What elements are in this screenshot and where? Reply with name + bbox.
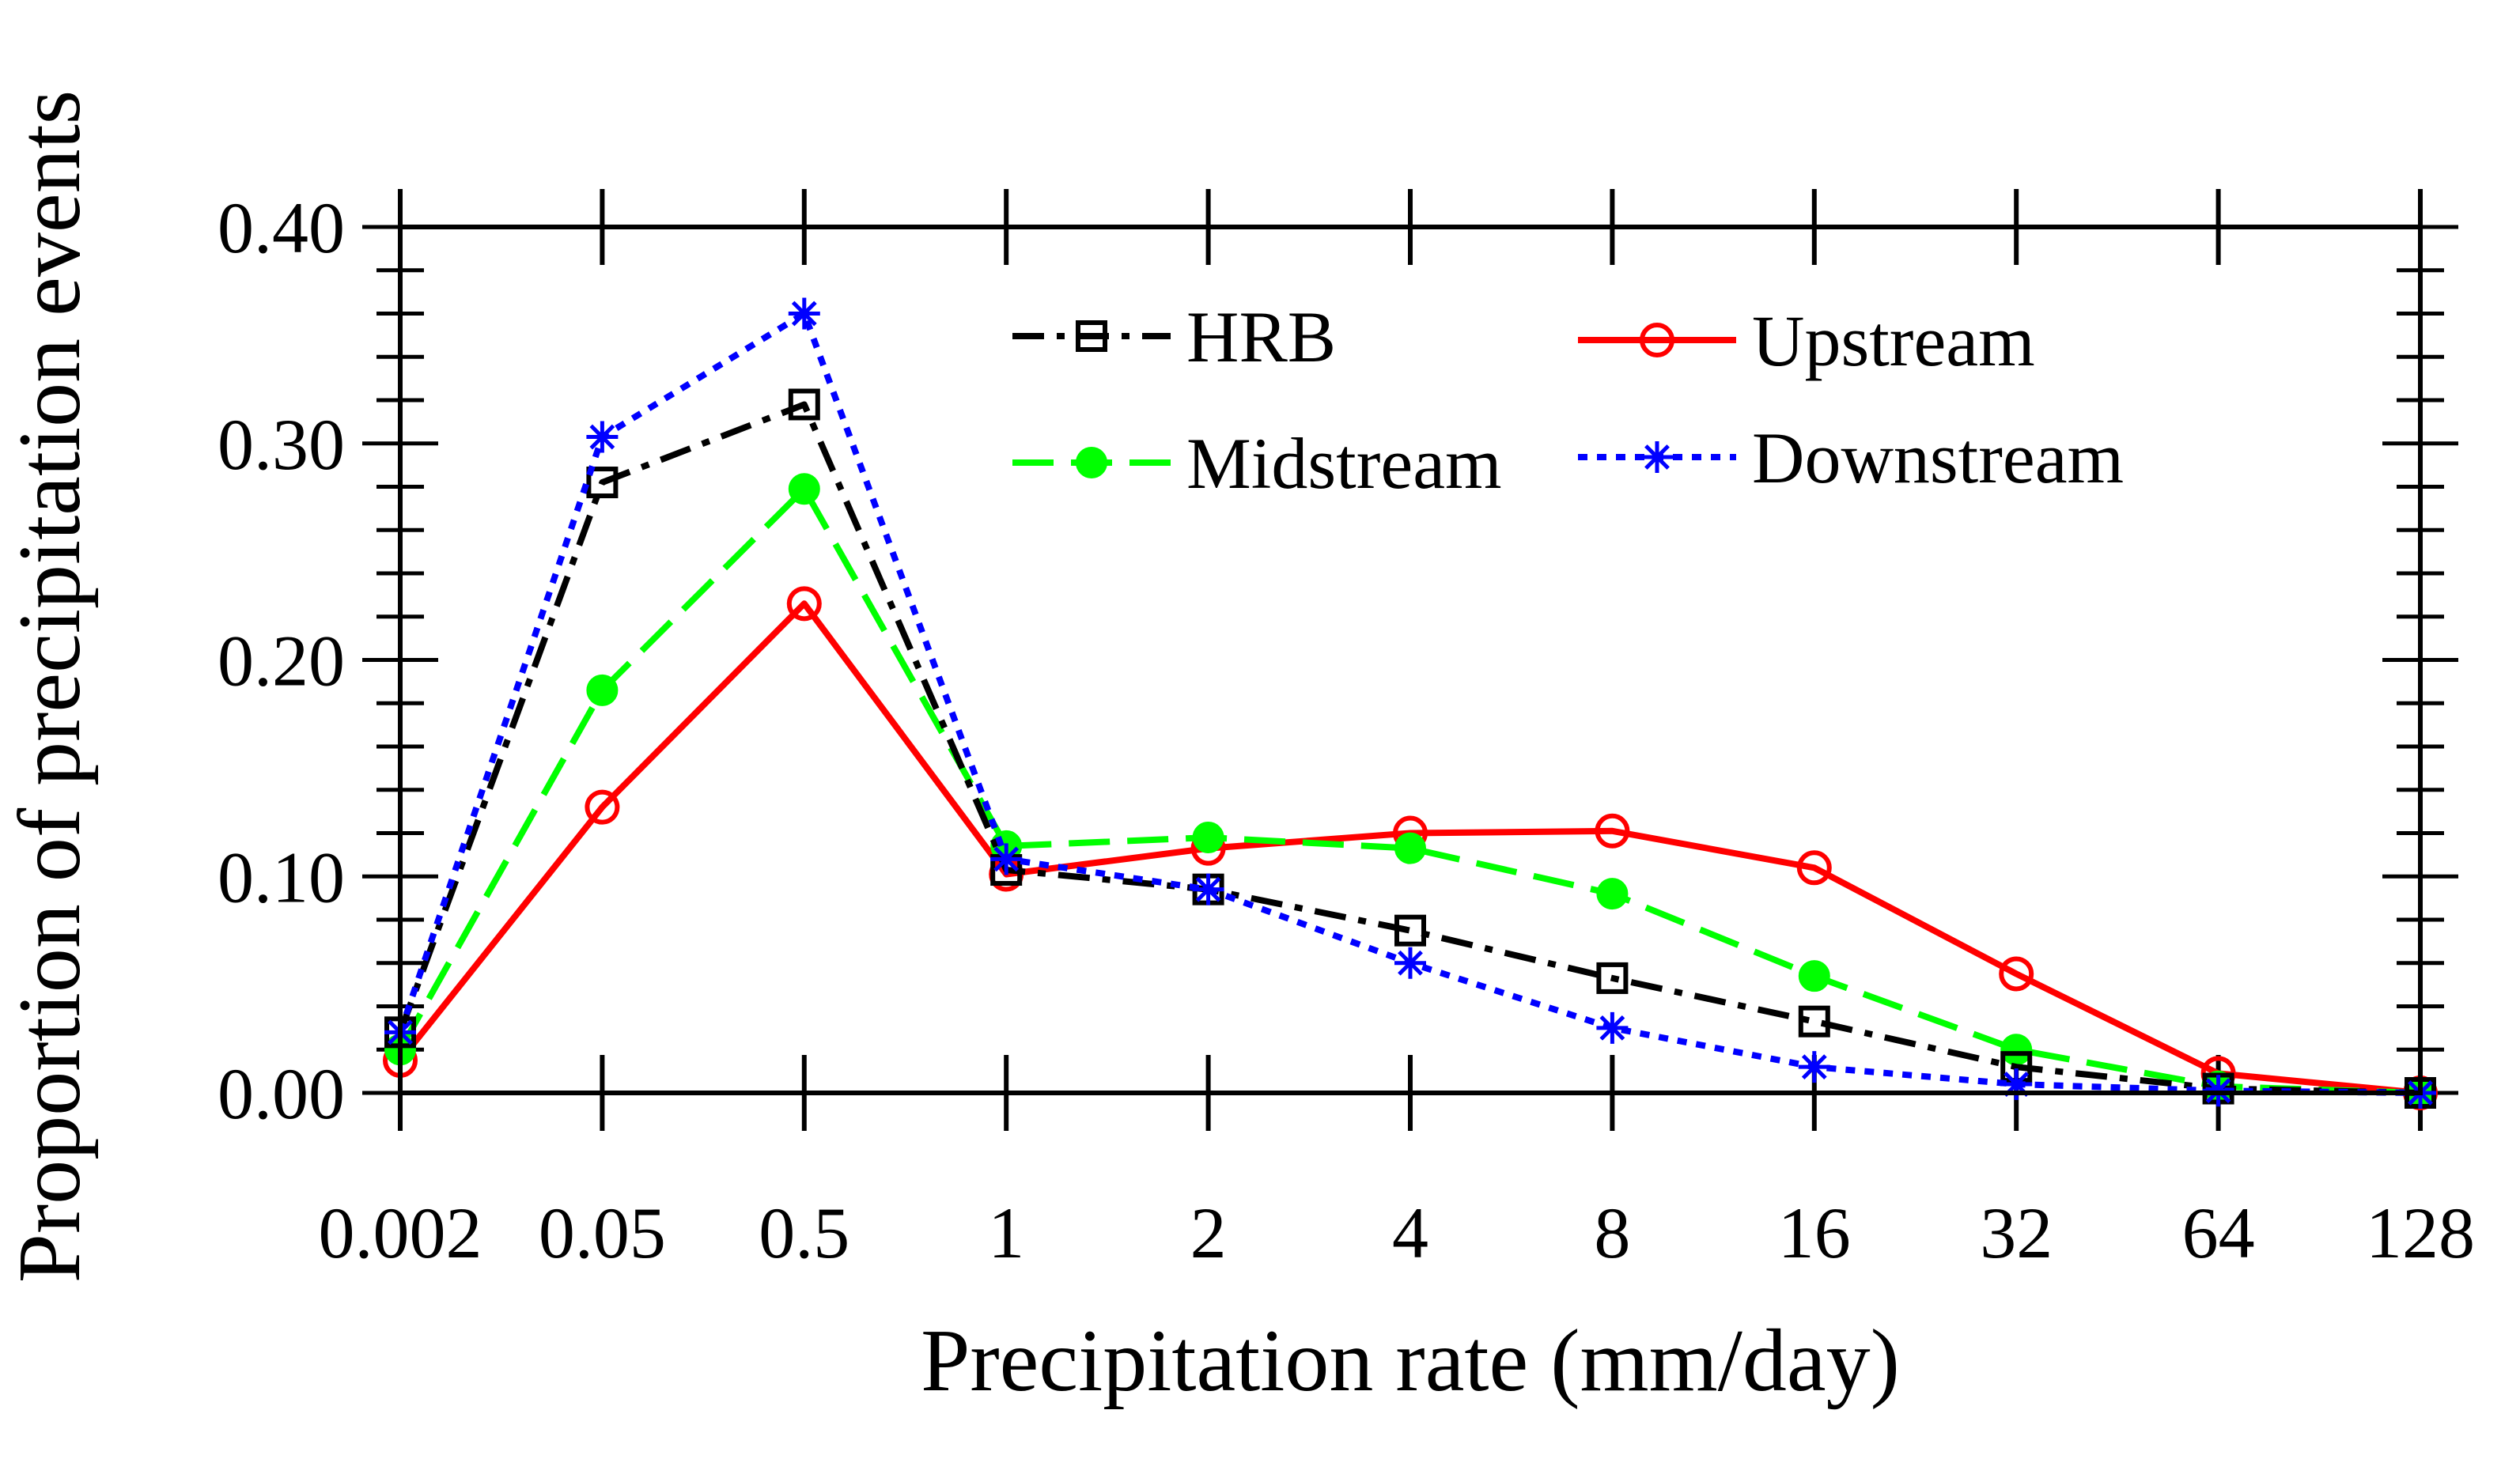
y-tick-label: 0.20 — [218, 621, 345, 701]
legend-item-downstream: Downstream — [1578, 418, 2124, 498]
x-tick-label: 0.5 — [759, 1193, 849, 1273]
y-tick-label: 0.30 — [218, 404, 345, 485]
data-point — [1640, 323, 1674, 357]
x-tick-label: 0.002 — [319, 1193, 482, 1273]
data-point — [2000, 1068, 2033, 1101]
data-point — [1999, 956, 2034, 992]
data-point — [586, 421, 619, 453]
data-point — [586, 674, 619, 706]
x-tick-label: 16 — [1778, 1193, 1851, 1273]
legend-label: HRB — [1186, 297, 1336, 377]
data-point — [788, 297, 820, 330]
data-point — [1798, 960, 1830, 992]
data-point — [1596, 962, 1629, 994]
data-point — [585, 789, 620, 825]
data-point — [788, 388, 820, 421]
x-tick-label: 32 — [1980, 1193, 2053, 1273]
plot-frame — [398, 225, 2423, 1095]
series-downstream — [384, 297, 2436, 1109]
data-point — [586, 467, 619, 499]
legend-label: Midstream — [1186, 423, 1502, 504]
series-layer — [383, 297, 2438, 1110]
x-tick-label: 0.05 — [539, 1193, 666, 1273]
data-point — [1641, 441, 1673, 473]
data-point — [1394, 832, 1426, 864]
x-tick-label: 8 — [1594, 1193, 1630, 1273]
axis-ticks — [362, 189, 2458, 1131]
x-tick-label: 1 — [988, 1193, 1024, 1273]
data-point — [1394, 914, 1426, 947]
series-line — [397, 486, 2421, 1096]
data-point — [1798, 1005, 1830, 1038]
x-axis-title: Precipitation rate (mm/day) — [921, 1312, 1900, 1410]
legend-item-hrb: HRB — [1012, 297, 1336, 377]
legend-item-midstream: Midstream — [1012, 423, 1502, 504]
data-point — [1394, 947, 1426, 979]
data-point — [1596, 1011, 1629, 1044]
series-midstream — [384, 473, 2436, 1109]
data-point — [1076, 447, 1107, 478]
data-point — [788, 473, 820, 505]
data-point — [1192, 821, 1224, 853]
legend: HRB Upstream Midstream Downstream — [1012, 297, 2124, 504]
y-tick-label: 0.40 — [218, 187, 345, 268]
x-tick-label: 4 — [1392, 1193, 1428, 1273]
legend-item-upstream: Upstream — [1578, 301, 2035, 381]
data-point — [990, 843, 1023, 875]
x-tick-label: 2 — [1190, 1193, 1227, 1273]
data-point — [1596, 878, 1629, 910]
y-tick-labels: 0.00 0.10 0.20 0.30 0.40 — [218, 187, 345, 1134]
y-axis-title: Proportion of precipitation events — [1, 90, 99, 1283]
x-tick-labels: 0.002 0.05 0.5 1 2 4 8 16 32 64 128 — [319, 1193, 2476, 1273]
y-tick-label: 0.10 — [218, 837, 345, 917]
series-line — [397, 401, 2421, 1096]
data-point — [1076, 320, 1107, 352]
x-tick-label: 128 — [2366, 1193, 2475, 1273]
y-tick-label: 0.00 — [218, 1053, 345, 1134]
data-point — [786, 586, 822, 622]
data-point — [1798, 1051, 1830, 1083]
data-point — [1796, 850, 1832, 886]
data-point — [2000, 1034, 2033, 1066]
data-point — [1595, 813, 1630, 849]
x-tick-label: 64 — [2182, 1193, 2255, 1273]
legend-label: Upstream — [1752, 301, 2035, 381]
data-point — [1192, 873, 1224, 905]
legend-label: Downstream — [1752, 418, 2124, 498]
